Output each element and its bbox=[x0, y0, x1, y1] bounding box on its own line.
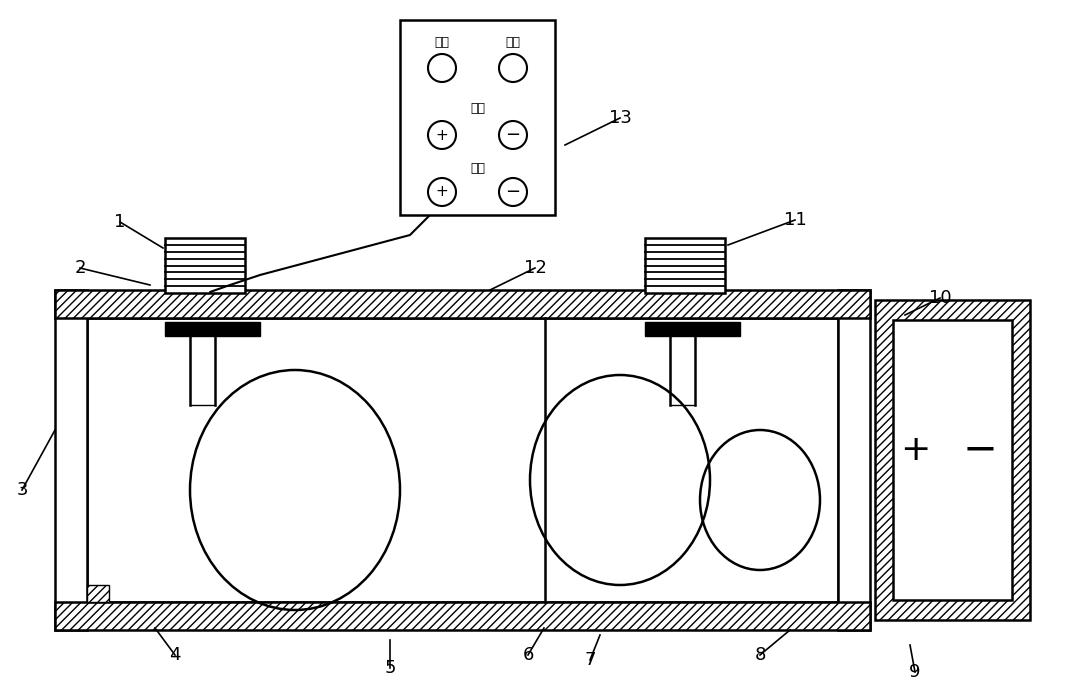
Text: 13: 13 bbox=[609, 109, 631, 127]
Text: 停止: 停止 bbox=[506, 35, 521, 49]
Text: 2: 2 bbox=[74, 259, 86, 277]
Text: 12: 12 bbox=[523, 259, 547, 277]
Bar bbox=[893, 320, 1012, 600]
Text: +: + bbox=[899, 433, 930, 467]
Bar bbox=[165, 322, 260, 336]
Bar bbox=[645, 238, 725, 293]
Bar bbox=[645, 322, 740, 336]
Bar bbox=[838, 290, 870, 630]
Bar bbox=[875, 300, 1030, 620]
Text: +: + bbox=[435, 184, 448, 200]
Text: 4: 4 bbox=[169, 646, 181, 664]
Text: −: − bbox=[505, 183, 521, 201]
Text: +: + bbox=[435, 128, 448, 143]
Text: 启动: 启动 bbox=[434, 35, 449, 49]
Bar bbox=[55, 290, 87, 630]
Bar bbox=[55, 602, 870, 630]
Text: −: − bbox=[963, 429, 997, 471]
Bar bbox=[87, 585, 109, 602]
Text: 11: 11 bbox=[784, 211, 806, 229]
Text: 5: 5 bbox=[384, 659, 396, 677]
Bar bbox=[400, 20, 555, 215]
Text: 9: 9 bbox=[909, 663, 921, 681]
Text: 1: 1 bbox=[115, 213, 125, 231]
Bar bbox=[165, 238, 245, 293]
Text: 气压: 气压 bbox=[471, 161, 486, 175]
Text: 6: 6 bbox=[522, 646, 534, 664]
Text: 7: 7 bbox=[584, 651, 596, 669]
Text: 3: 3 bbox=[16, 481, 28, 499]
Bar bbox=[55, 290, 870, 318]
Text: −: − bbox=[505, 126, 521, 144]
Bar bbox=[87, 318, 838, 602]
Text: 8: 8 bbox=[755, 646, 765, 664]
Text: 10: 10 bbox=[928, 289, 951, 307]
Text: 气流: 气流 bbox=[471, 101, 486, 114]
